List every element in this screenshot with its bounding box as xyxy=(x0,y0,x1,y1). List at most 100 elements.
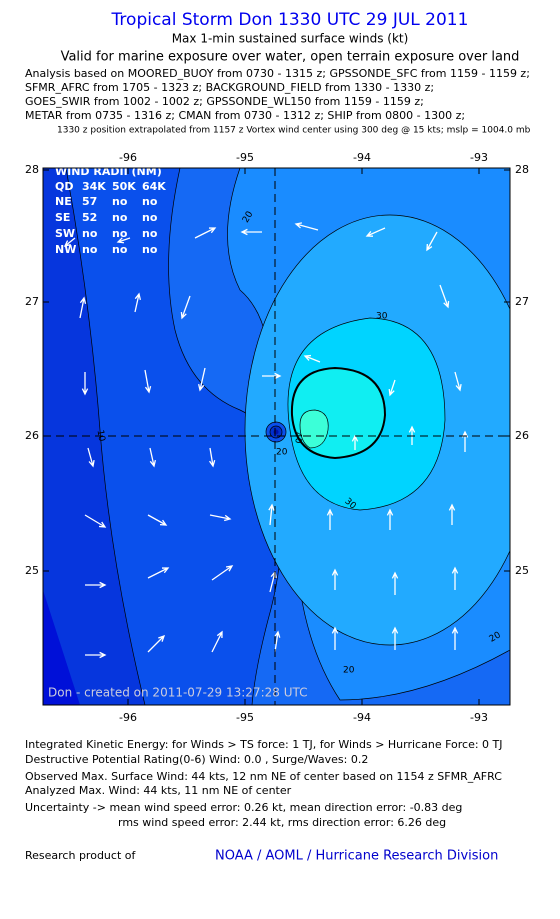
region-40 xyxy=(299,409,329,449)
wind-arrow xyxy=(274,630,281,653)
uncertainty: rms wind speed error: 2.44 kt, rms direc… xyxy=(118,816,446,829)
contour-label: 20 xyxy=(343,666,355,676)
radii-cell: SW xyxy=(55,227,75,240)
wind-arrow xyxy=(240,228,262,236)
wind-arrow xyxy=(147,567,170,579)
region-10 xyxy=(43,168,146,705)
radii-cell: no xyxy=(142,227,158,240)
wind-arrow xyxy=(144,369,152,394)
lat-tick-label: 26 xyxy=(25,429,39,442)
wind-arrow xyxy=(149,447,157,468)
lon-tick-label: -93 xyxy=(470,151,488,164)
ike: Integrated Kinetic Energy: for Winds > T… xyxy=(25,738,503,751)
dpr: Destructive Potential Rating(0-6) Wind: … xyxy=(25,753,368,766)
vortex-core xyxy=(273,429,279,435)
observed-max: Observed Max. Surface Wind: 44 kts, 12 n… xyxy=(25,770,502,783)
wind-arrow xyxy=(451,566,459,590)
wind-arrow xyxy=(268,503,275,526)
radii-cell: no xyxy=(142,243,158,256)
analyzed-max: Analyzed Max. Wind: 44 kts, 11 nm NE of … xyxy=(25,784,292,797)
lon-tick-label: -94 xyxy=(353,711,371,724)
analysis-line: SFMR_AFRC from 1705 - 1323 z; BACKGROUND… xyxy=(25,81,434,94)
lat-tick-label: 25 xyxy=(515,564,529,577)
wind-arrow xyxy=(391,571,399,595)
wind-arrow xyxy=(147,634,166,653)
wind-arrows xyxy=(63,222,469,659)
lon-tick-label: -95 xyxy=(236,711,254,724)
wind-arrow xyxy=(451,626,459,650)
radii-header: 34K xyxy=(82,180,106,193)
lat-tick-label: 25 xyxy=(25,564,39,577)
wind-arrow xyxy=(303,354,321,363)
wind-arrow xyxy=(365,227,386,237)
wind-arrow xyxy=(81,372,89,396)
map-axes: -96 -96 -95 -95 -94 -94 -93 -93 28 28 27 27 26 26 25 25 xyxy=(25,151,529,724)
radii-header: QD xyxy=(55,180,73,193)
radii-cell: no xyxy=(112,227,128,240)
lat-tick-label: 27 xyxy=(25,295,39,308)
wind-arrow xyxy=(209,447,216,468)
wind-arrow xyxy=(454,371,462,392)
wind-arrow xyxy=(85,651,107,659)
wind-arrow xyxy=(331,568,339,590)
lon-tick-label: -95 xyxy=(236,151,254,164)
radii-header: 64K xyxy=(142,180,166,193)
wind-arrow xyxy=(391,626,399,650)
lon-tick-label: -96 xyxy=(119,151,137,164)
validity: Valid for marine exposure over water, op… xyxy=(61,50,520,65)
wind-arrow xyxy=(448,503,456,525)
contour-label: 30 xyxy=(376,312,388,322)
wind-arrow xyxy=(211,565,234,581)
contour-label: 20 xyxy=(276,448,288,458)
radii-cell: no xyxy=(82,227,98,240)
wind-arrow xyxy=(331,626,339,650)
radii-cell: 52 xyxy=(82,211,97,224)
wind-radii-table: QD 34K 50K 64K NE 57 no no SE 52 no no SW no no no NW no n… xyxy=(55,180,166,256)
wind-arrow xyxy=(388,379,396,397)
lon-tick-label: -94 xyxy=(353,151,371,164)
wind-arrow xyxy=(116,237,131,244)
lat-tick-label: 28 xyxy=(25,163,39,176)
radii-cell: no xyxy=(112,211,128,224)
wind-radii-title: WIND RADII (NM) xyxy=(55,165,162,178)
lon-tick-label: -96 xyxy=(119,711,137,724)
contour-label: 10 xyxy=(95,429,107,442)
product: Research product of xyxy=(25,849,136,862)
wind-arrow xyxy=(147,514,168,526)
wind-arrow xyxy=(211,630,223,653)
wind-arrow xyxy=(326,508,334,530)
org-link[interactable]: NOAA / AOML / Hurricane Research Divisio… xyxy=(215,849,498,864)
wind-arrow xyxy=(194,227,217,239)
position-note: 1330 z position extrapolated from 1157 z… xyxy=(57,126,531,136)
wind-arrow xyxy=(87,447,95,468)
contour-label: 40 xyxy=(293,432,303,444)
wind-field: 10 20 30 30 20 20 40 20 WIND RADII (NM) … xyxy=(43,165,510,705)
radii-cell: no xyxy=(112,243,128,256)
analysis-line: GOES_SWIR from 1002 - 1002 z; GPSSONDE_W… xyxy=(25,95,424,108)
radii-cell: NW xyxy=(55,243,76,256)
radii-cell: no xyxy=(82,243,98,256)
analysis-line: Analysis based on MOORED_BUOY from 0730 … xyxy=(25,67,530,80)
wind-arrow xyxy=(134,292,142,313)
lon-tick-label: -93 xyxy=(470,711,488,724)
wind-arrow xyxy=(426,231,438,252)
radii-header: 50K xyxy=(112,180,136,193)
wind-arrow xyxy=(63,237,76,247)
radii-cell: 57 xyxy=(82,195,97,208)
wind-arrow xyxy=(84,514,107,528)
region-5 xyxy=(43,590,80,705)
radii-cell: SE xyxy=(55,211,70,224)
wind-arrow xyxy=(85,581,107,589)
wind-arrow xyxy=(79,296,87,319)
title: Tropical Storm Don 1330 UTC 29 JUL 2011 xyxy=(111,10,469,30)
uncertainty: Uncertainty -> mean wind speed error: 0.… xyxy=(25,801,462,814)
radii-cell: NE xyxy=(55,195,72,208)
lat-tick-label: 27 xyxy=(515,295,529,308)
created-stamp: Don - created on 2011-07-29 13:27:28 UTC xyxy=(48,686,307,700)
wind-arrow xyxy=(198,367,206,392)
subtitle: Max 1-min sustained surface winds (kt) xyxy=(172,32,409,46)
wind-arrow xyxy=(262,372,282,380)
wind-arrow xyxy=(180,295,191,320)
lat-tick-label: 26 xyxy=(515,429,529,442)
